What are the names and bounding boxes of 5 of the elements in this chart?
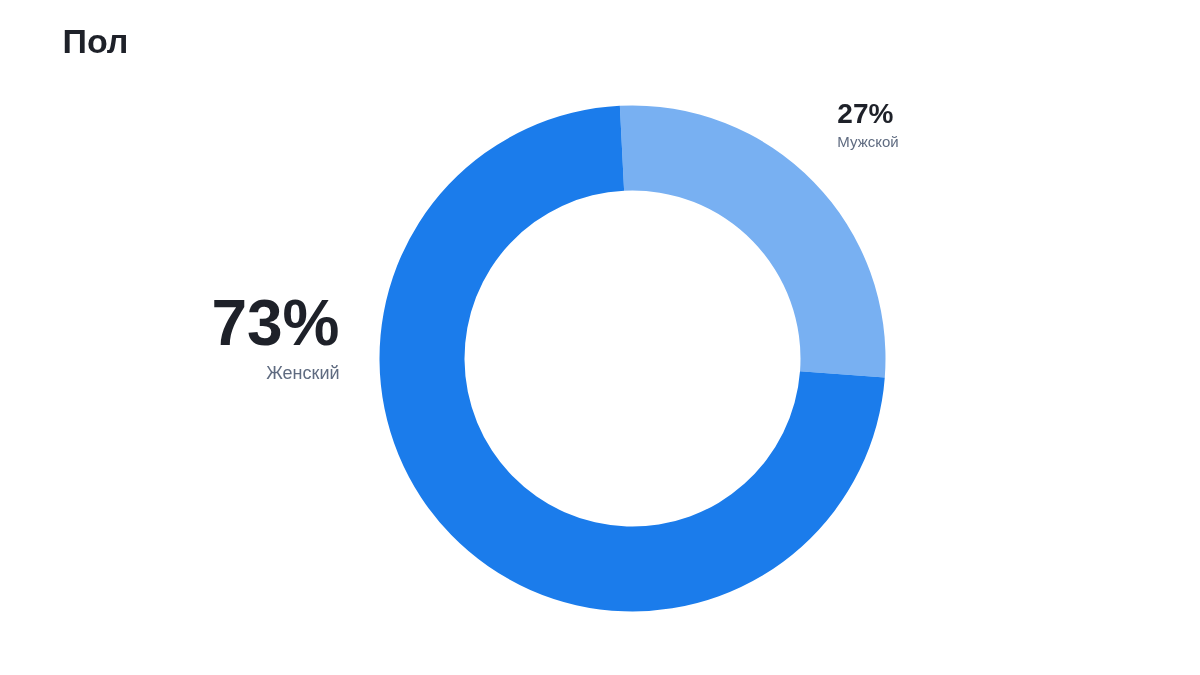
data-label: 73% (211, 286, 340, 359)
data-label: 27% (837, 98, 894, 130)
chart-title: Пол (62, 21, 129, 60)
slice-label: Женский (266, 362, 340, 383)
slice-label: Мужской (837, 133, 899, 151)
